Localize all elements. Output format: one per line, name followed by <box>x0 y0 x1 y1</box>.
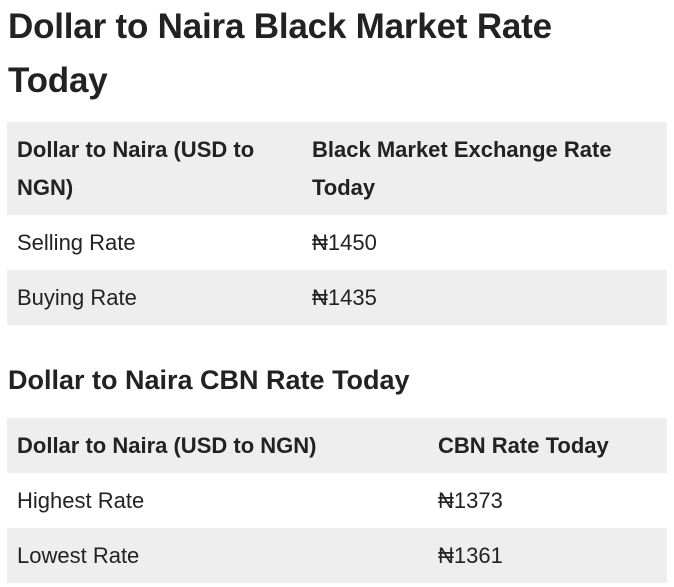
page-title: Dollar to Naira Black Market Rate Today <box>8 7 552 100</box>
table-row-lowest-rate: Lowest Rate ₦1361 <box>7 528 667 583</box>
table-row-selling-rate: Selling Rate ₦1450 <box>7 215 667 270</box>
column-header-cbn-rate: CBN Rate Today <box>438 432 609 458</box>
table-row-buying-rate: Buying Rate ₦1435 <box>7 270 667 325</box>
row-value: ₦1361 <box>438 542 503 568</box>
column-header-black-market-rate: Black Market Exchange Rate Today <box>312 136 612 200</box>
table-header-row: Dollar to Naira (USD to NGN) Black Marke… <box>7 122 667 215</box>
cbn-rate-table: Dollar to Naira (USD to NGN) CBN Rate To… <box>7 418 667 583</box>
row-label: Highest Rate <box>17 487 145 513</box>
row-value: ₦1450 <box>312 229 377 255</box>
cbn-section-heading: Dollar to Naira CBN Rate Today <box>8 365 410 395</box>
table-row-highest-rate: Highest Rate ₦1373 <box>7 473 667 528</box>
row-label: Selling Rate <box>17 229 136 255</box>
row-label: Lowest Rate <box>17 542 140 568</box>
table-header-row: Dollar to Naira (USD to NGN) CBN Rate To… <box>7 418 667 473</box>
row-label: Buying Rate <box>17 284 137 310</box>
row-value: ₦1435 <box>312 284 377 310</box>
column-header-currency-pair: Dollar to Naira (USD to NGN) <box>17 136 255 200</box>
row-value: ₦1373 <box>438 487 503 513</box>
black-market-rate-table: Dollar to Naira (USD to NGN) Black Marke… <box>7 122 667 325</box>
column-header-currency-pair: Dollar to Naira (USD to NGN) <box>17 432 317 458</box>
